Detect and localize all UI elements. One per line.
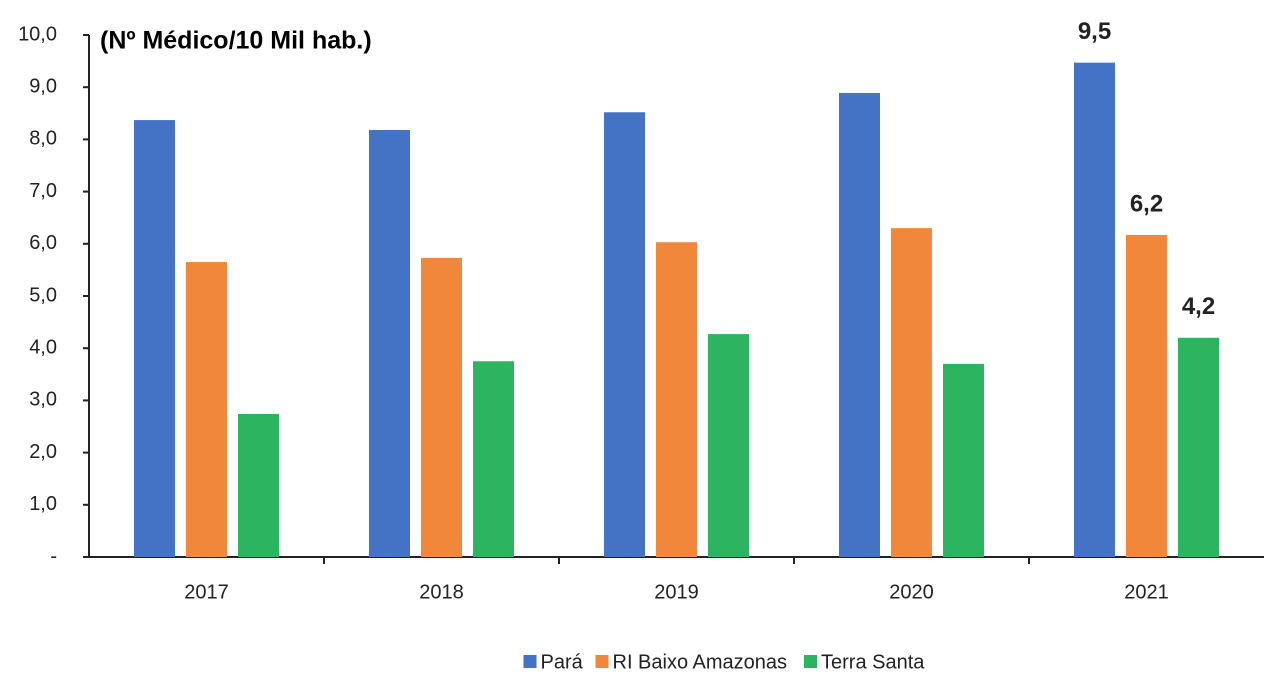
legend-swatch <box>804 655 817 668</box>
x-tick-label: 2019 <box>654 581 699 603</box>
chart-title: (Nº Médico/10 Mil hab.) <box>100 27 372 55</box>
bar <box>943 363 984 557</box>
x-tick-label: 2021 <box>1124 581 1169 603</box>
data-label: 9,5 <box>1078 18 1111 45</box>
bar <box>238 413 279 557</box>
y-tick-label: 4,0 <box>29 336 57 358</box>
y-tick-label: 10,0 <box>18 23 57 45</box>
bar <box>421 257 462 557</box>
x-tick-label: 2018 <box>419 581 464 603</box>
bar <box>604 112 645 558</box>
bar <box>708 334 749 557</box>
data-label: 4,2 <box>1182 293 1215 320</box>
x-tick-label: 2017 <box>184 581 229 603</box>
bar <box>656 242 697 557</box>
y-tick-label: 2,0 <box>29 441 57 463</box>
legend-label: Terra Santa <box>821 651 925 673</box>
bar <box>473 361 514 557</box>
bar <box>1074 62 1115 557</box>
bar <box>186 262 227 557</box>
y-tick-label: 6,0 <box>29 232 57 254</box>
y-tick-label: - <box>50 545 57 567</box>
legend-swatch <box>595 655 609 668</box>
y-tick-label: 1,0 <box>29 493 57 515</box>
legend-swatch <box>523 655 537 668</box>
bar <box>839 92 880 557</box>
legend-label: RI Baixo Amazonas <box>613 651 788 673</box>
bar <box>1126 234 1167 557</box>
bar <box>1178 337 1219 557</box>
y-tick-label: 5,0 <box>29 284 57 306</box>
y-tick-label: 9,0 <box>29 75 57 97</box>
y-tick-label: 8,0 <box>29 128 57 150</box>
data-label: 6,2 <box>1130 190 1163 217</box>
bar <box>891 228 932 557</box>
bar <box>134 120 175 557</box>
legend-label: Pará <box>541 651 584 673</box>
x-tick-label: 2020 <box>889 581 934 603</box>
y-tick-label: 3,0 <box>29 389 57 411</box>
bar <box>369 130 410 557</box>
y-tick-label: 7,0 <box>29 180 57 202</box>
